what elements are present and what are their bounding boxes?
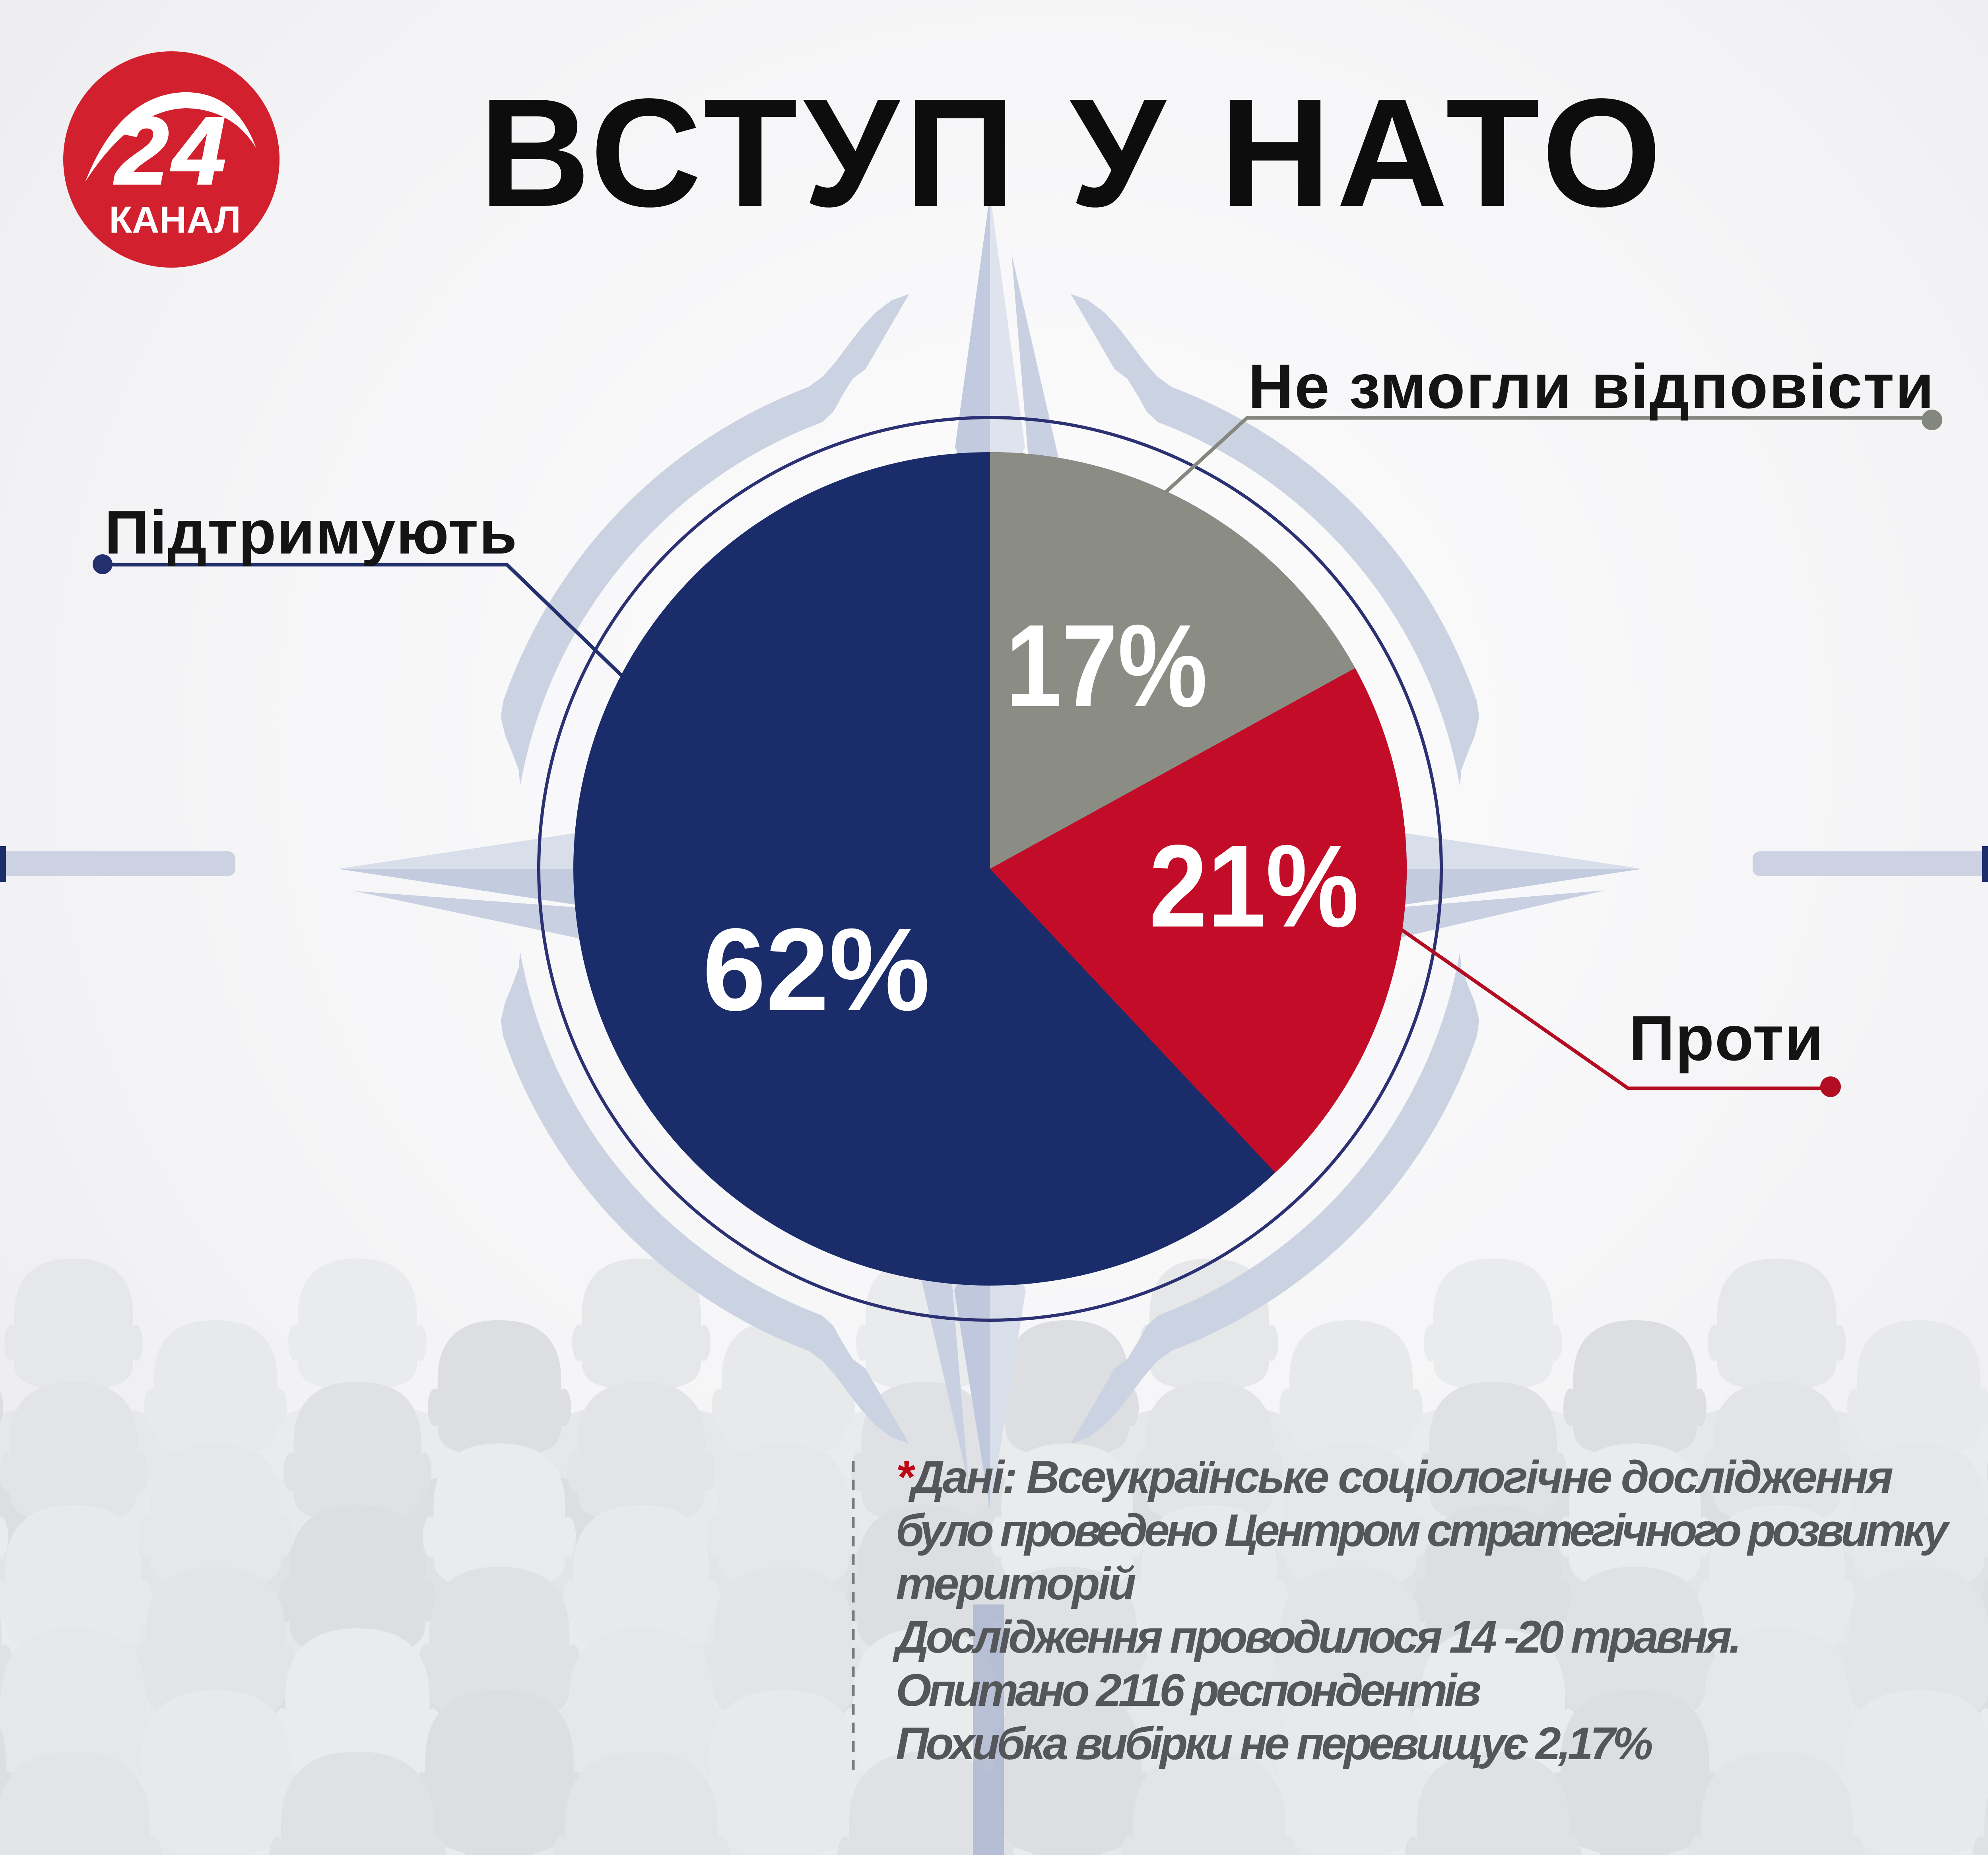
svg-text:територій: територій: [896, 1558, 1136, 1609]
svg-text:24: 24: [114, 97, 230, 204]
svg-text:Дослідження проводилося 14 -20: Дослідження проводилося 14 -20 травня.: [892, 1612, 1739, 1663]
svg-text:Опитано 2116 респондентів: Опитано 2116 респондентів: [896, 1665, 1480, 1716]
svg-text:Похибка вибірки не перевищує 2: Похибка вибірки не перевищує 2,17%: [896, 1718, 1652, 1769]
svg-text:Підтримують: Підтримують: [105, 498, 518, 567]
svg-text:62%: 62%: [703, 904, 930, 1035]
svg-text:17%: 17%: [1006, 600, 1208, 731]
svg-text:*Дані: Всеукраїнське соціологі: *Дані: Всеукраїнське соціологічне дослід…: [896, 1452, 1893, 1503]
svg-text:Не змогли відповісти: Не змогли відповісти: [1248, 352, 1935, 422]
svg-text:КАНАЛ: КАНАЛ: [109, 199, 241, 241]
svg-text:ВСТУП У НАТО: ВСТУП У НАТО: [479, 67, 1667, 239]
svg-text:21%: 21%: [1149, 820, 1359, 952]
svg-text:Проти: Проти: [1629, 1002, 1824, 1074]
svg-text:було проведено Центром стратег: було проведено Центром стратегічного роз…: [896, 1505, 1951, 1556]
